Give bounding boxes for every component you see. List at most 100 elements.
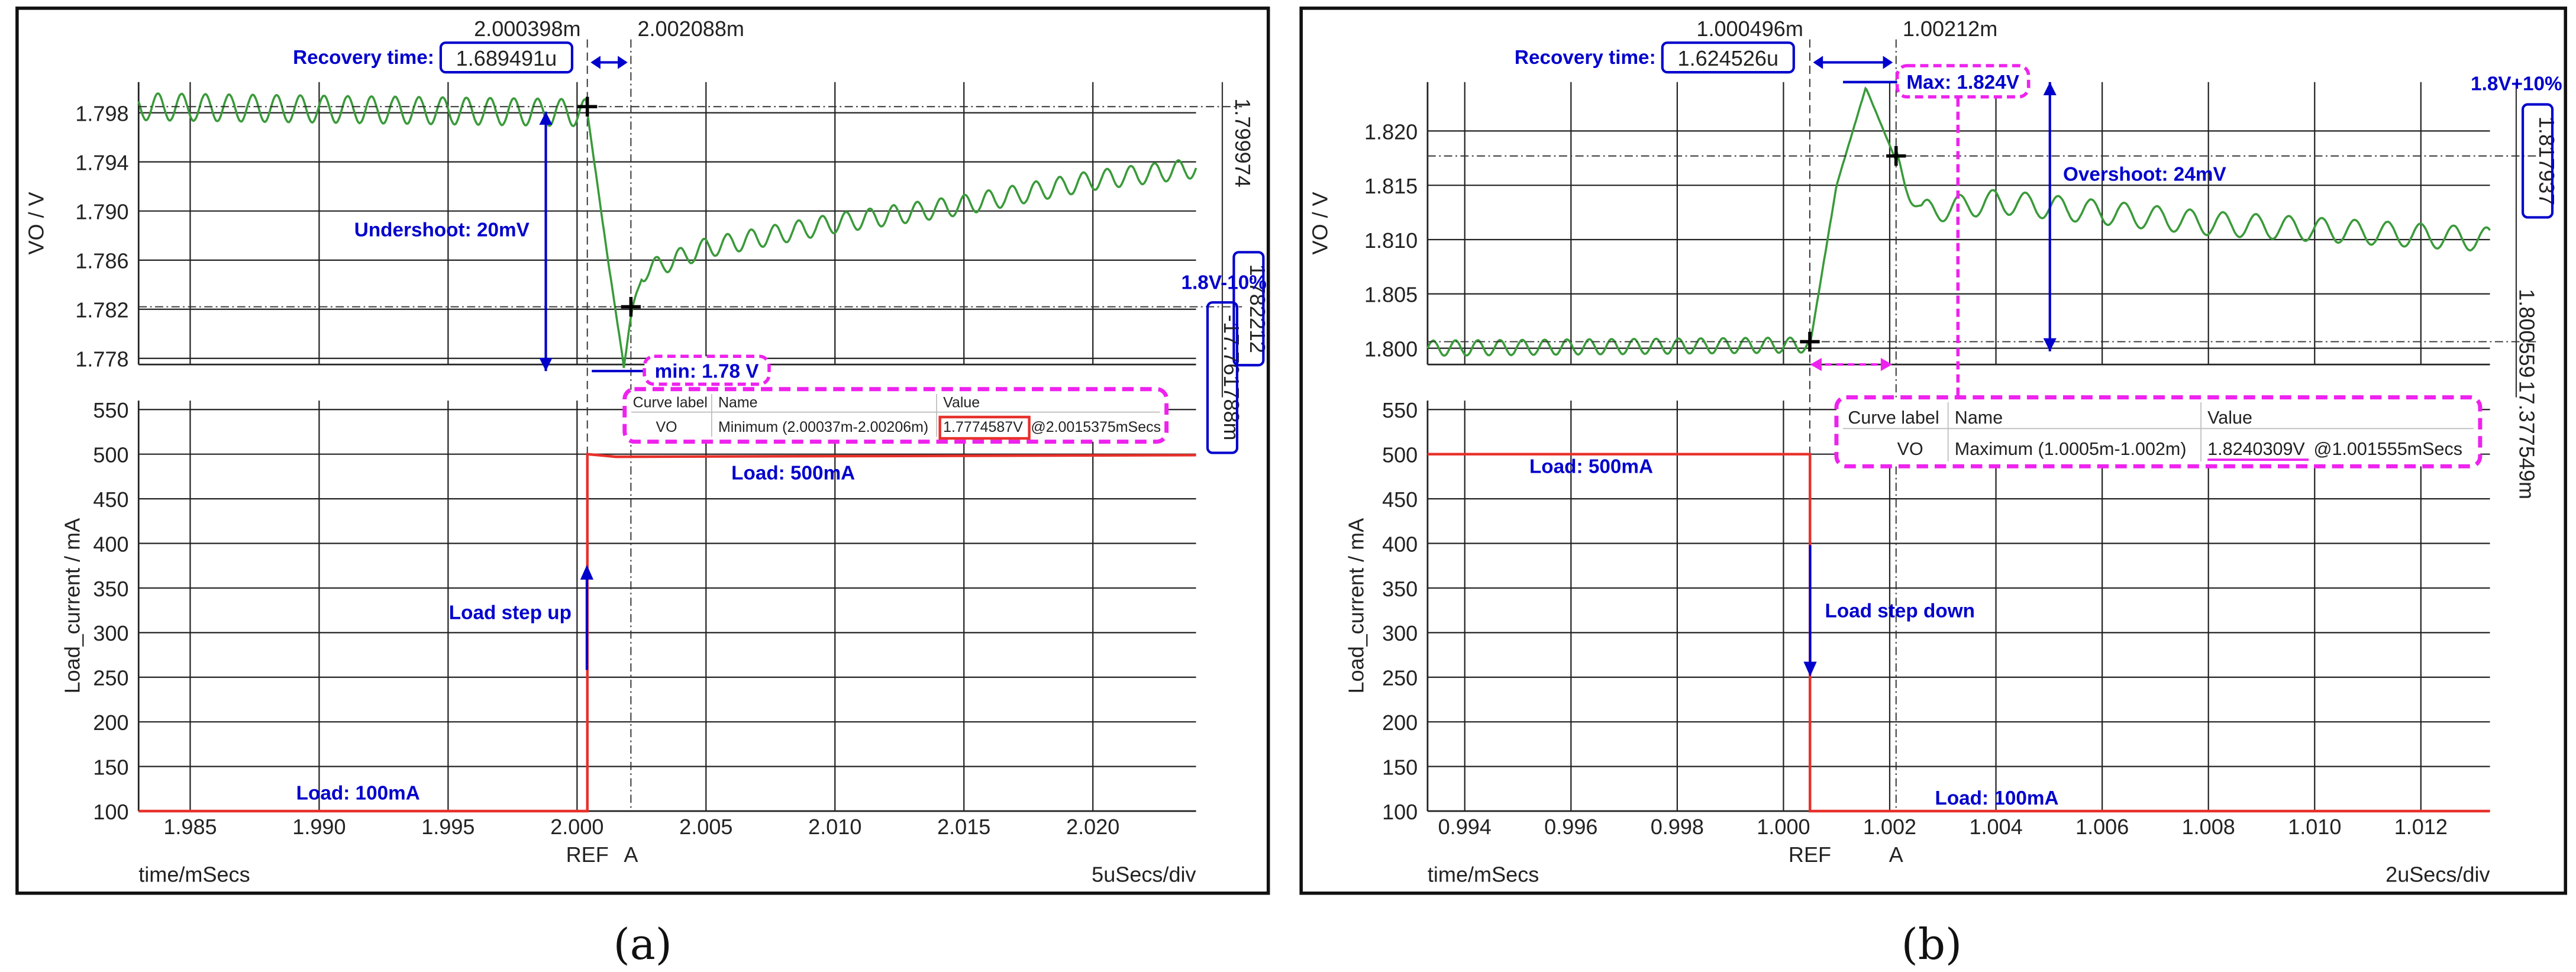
y-tick-label-bottom: 450 xyxy=(93,487,128,512)
y-tick-label-top: 1.798 xyxy=(75,102,128,126)
arrow-icon xyxy=(2043,82,2057,95)
load-high-label: Load: 500mA xyxy=(731,462,855,484)
table-header-cell: Value xyxy=(2207,408,2252,428)
right-cursor-value: 1.817937 xyxy=(2535,117,2559,205)
y-tick-label-top: 1.786 xyxy=(75,249,128,273)
measurement-table xyxy=(622,387,1169,444)
y-tick-label-top: 1.794 xyxy=(75,151,128,175)
extreme-label: min: 1.78 V xyxy=(655,360,759,382)
limit-label: 1.8V+10% xyxy=(2471,73,2562,95)
table-cell-value: 1.8240309V xyxy=(2207,439,2305,459)
recovery-time-label: Recovery time: xyxy=(293,47,434,69)
x-tick-label: 1.002 xyxy=(1863,815,1916,839)
table-cell-curve: VO xyxy=(656,419,677,435)
y-axis-title-bottom: Load_current / mA xyxy=(1344,518,1368,694)
y-tick-label-bottom: 550 xyxy=(1382,398,1418,422)
table-cell-name: Minimum (2.00037m-2.00206m) xyxy=(718,419,928,435)
arrow-icon xyxy=(1813,56,1823,69)
y-tick-label-bottom: 450 xyxy=(1382,487,1418,512)
x-tick-label: 1.010 xyxy=(2288,815,2341,839)
recovery-time-label: Recovery time: xyxy=(1515,47,1656,69)
table-header-cell: Curve label xyxy=(1848,408,1939,428)
x-tick-label: 0.994 xyxy=(1438,815,1492,839)
recovery-time-box xyxy=(1661,41,1795,74)
y-tick-label-top: 1.810 xyxy=(1364,228,1418,253)
load-low-label: Load: 100mA xyxy=(296,783,420,805)
x-tick-label: 1.990 xyxy=(292,815,346,839)
y-tick-label-top: 1.820 xyxy=(1364,120,1418,144)
right-cursor-delta: -17.761788m xyxy=(1219,315,1244,441)
extreme-box xyxy=(643,354,771,386)
value-highlight-box xyxy=(938,415,1031,440)
load-step-label: Load step down xyxy=(1825,600,1975,622)
x-tick-label: 0.996 xyxy=(1544,815,1597,839)
y-tick-label-bottom: 300 xyxy=(93,621,128,645)
y-tick-label-bottom: 100 xyxy=(93,800,128,824)
x-scale-label: 5uSecs/div xyxy=(1092,862,1196,886)
arrow-icon xyxy=(539,358,553,372)
panel-caption: (a) xyxy=(614,920,672,970)
panel-caption: (b) xyxy=(1902,920,1962,970)
ref-marker-label: REF xyxy=(566,842,609,867)
x-tick-label: 1.012 xyxy=(2394,815,2448,839)
y-tick-label-bottom: 500 xyxy=(93,443,128,467)
a-marker-label: A xyxy=(624,842,638,867)
table-cell-value: 1.7774587V xyxy=(943,419,1023,435)
y-tick-label-top: 1.782 xyxy=(75,298,128,322)
x-tick-label: 1.995 xyxy=(421,815,474,839)
table-cell-time: @2.0015375mSecs xyxy=(1031,419,1161,435)
chart-panel-a: 1.985 1.990 1.995 2.000 2.005 2.010 2.015 2.020… xyxy=(15,7,1270,970)
y-tick-label-bottom: 250 xyxy=(1382,666,1418,690)
value-highlight-box xyxy=(1206,301,1239,454)
load-current-trace xyxy=(138,453,1196,813)
arrow-icon xyxy=(539,111,553,125)
value-highlight-box xyxy=(2521,103,2554,219)
y-tick-label-top: 1.800 xyxy=(1364,337,1418,361)
y-tick-label-bottom: 150 xyxy=(1382,755,1418,779)
y-tick-label-bottom: 350 xyxy=(93,577,128,601)
vo-trace xyxy=(137,92,1197,369)
y-tick-label-bottom: 350 xyxy=(1382,577,1418,601)
x-tick-label: 2.005 xyxy=(679,815,732,839)
load-low-label: Load: 100mA xyxy=(1935,787,2058,809)
y-tick-label-bottom: 150 xyxy=(93,755,128,779)
load-high-label: Load: 500mA xyxy=(1529,456,1653,477)
x-axis-title: time/mSecs xyxy=(138,862,250,886)
y-tick-label-bottom: 100 xyxy=(1382,800,1418,824)
x-tick-label: 2.000 xyxy=(550,815,603,839)
cursor-ref-time: 1.000496m xyxy=(1696,17,1803,41)
right-cursor-value: 1.799974 xyxy=(1231,98,1255,187)
table-header-cell: Value xyxy=(943,394,980,411)
x-tick-label: 1.006 xyxy=(2075,815,2129,839)
x-tick-label: 1.008 xyxy=(2182,815,2235,839)
table-header-cell: Curve label xyxy=(633,394,708,411)
y-tick-label-bottom: 400 xyxy=(1382,532,1418,556)
y-tick-label-top: 1.778 xyxy=(75,347,128,372)
cursor-a-time: 1.00212m xyxy=(1903,17,1997,41)
y-axis-title-top: VO / V xyxy=(24,192,48,254)
table-cell-curve: VO xyxy=(1897,439,1923,459)
x-tick-label: 2.020 xyxy=(1066,815,1119,839)
y-tick-label-bottom: 550 xyxy=(93,398,128,422)
table-header-cell: Name xyxy=(1955,408,2003,428)
arrow-icon xyxy=(1883,56,1893,69)
arrow-icon xyxy=(580,564,594,580)
y-tick-label-bottom: 200 xyxy=(93,711,128,735)
y-tick-label-bottom: 250 xyxy=(93,666,128,690)
arrow-icon xyxy=(2043,338,2057,351)
a-marker-label: A xyxy=(1889,842,1903,867)
excursion-label: Overshoot: 24mV xyxy=(2063,163,2226,185)
extreme-label: Max: 1.824V xyxy=(1906,72,2019,93)
arrow-icon xyxy=(618,56,628,69)
y-tick-label-top: 1.805 xyxy=(1364,283,1418,307)
arrow-icon xyxy=(1810,358,1822,372)
load-step-label: Load step up xyxy=(449,602,572,624)
y-tick-label-bottom: 300 xyxy=(1382,621,1418,645)
cursor-ref-time: 2.000398m xyxy=(474,17,580,41)
right-cursor-value: 1.800559 xyxy=(2515,289,2539,377)
right-cursor-delta: 17.377549m xyxy=(2515,381,2539,500)
value-highlight-box xyxy=(1232,251,1265,367)
x-tick-label: 2.015 xyxy=(937,815,990,839)
limit-label: 1.8V-10% xyxy=(1182,272,1267,293)
